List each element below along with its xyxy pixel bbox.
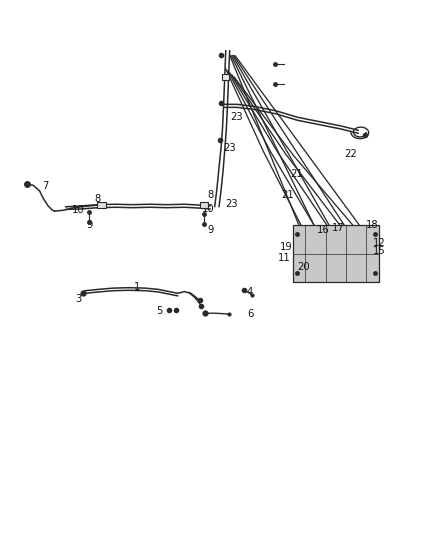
Text: 16: 16 [316,225,329,235]
Bar [97,203,106,208]
Text: 23: 23 [226,199,238,209]
Text: 4: 4 [246,287,252,297]
Text: 7: 7 [42,182,48,191]
Text: 23: 23 [223,143,236,152]
Text: 23: 23 [230,112,243,122]
Text: 1: 1 [134,282,140,292]
Text: 21: 21 [290,168,303,179]
Text: 6: 6 [247,309,254,319]
Text: 8: 8 [95,195,101,205]
Text: 12: 12 [373,238,385,248]
Bar [200,203,208,208]
Text: 21: 21 [282,190,294,200]
Text: 9: 9 [207,225,214,235]
Text: 18: 18 [366,221,379,230]
Text: 8: 8 [207,190,213,200]
Text: 11: 11 [278,253,290,263]
Text: 22: 22 [344,149,357,159]
Text: 10: 10 [72,205,85,215]
Text: 3: 3 [75,294,81,304]
Text: 19: 19 [279,242,293,252]
FancyBboxPatch shape [293,225,379,281]
Text: 15: 15 [373,246,385,256]
Text: 9: 9 [86,221,92,230]
Text: 10: 10 [202,205,215,214]
Text: 5: 5 [156,305,163,316]
Bar [222,75,230,80]
Text: 17: 17 [332,223,344,232]
Text: 20: 20 [297,262,310,272]
